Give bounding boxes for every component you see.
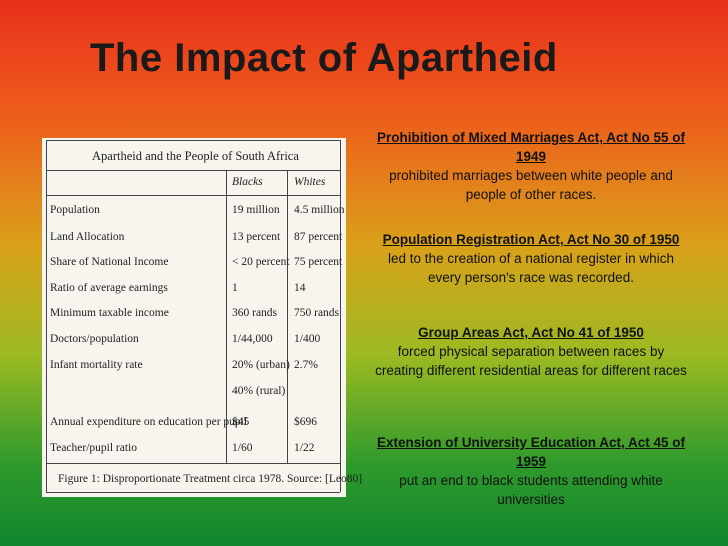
row-label: Share of National Income [50, 256, 169, 268]
row-label: Land Allocation [50, 231, 125, 243]
cell-whites: 1/22 [294, 442, 315, 454]
table-caption: Figure 1: Disproportionate Treatment cir… [58, 473, 363, 485]
row-label: Infant mortality rate [50, 359, 143, 371]
table-border [287, 170, 288, 463]
slide-title: The Impact of Apartheid [90, 36, 558, 80]
act-text: led to the creation of a national regist… [388, 251, 674, 285]
act-block: Extension of University Education Act, A… [372, 433, 690, 509]
column-header: Whites [294, 176, 326, 188]
column-header: Blacks [232, 176, 263, 188]
act-heading: Extension of University Education Act, A… [376, 435, 686, 469]
cell-whites: 75 percent [294, 256, 343, 268]
act-heading: Group Areas Act, Act No 41 of 1950 [418, 325, 644, 340]
table-border [46, 170, 340, 171]
cell-whites: $696 [294, 416, 317, 428]
table-border [46, 463, 340, 464]
cell-blacks: 360 rands [232, 307, 278, 319]
cell-blacks: 1/60 [232, 442, 253, 454]
table-border [46, 140, 340, 141]
act-heading: Prohibition of Mixed Marriages Act, Act … [376, 130, 686, 164]
cell-whites: 750 rands [294, 307, 340, 319]
cell-blacks: $45 [232, 416, 250, 428]
cell-blacks: 1/44,000 [232, 333, 273, 345]
act-text: put an end to black students attending w… [399, 473, 663, 507]
table-border [340, 140, 341, 492]
cell-whites: 2.7% [294, 359, 318, 371]
cell-blacks: < 20 percent [232, 256, 290, 268]
table-border [46, 195, 340, 196]
cell-blacks: 40% (rural) [232, 385, 286, 397]
table-image: Apartheid and the People of South Africa… [42, 138, 362, 497]
table-title: Apartheid and the People of South Africa [92, 149, 299, 163]
cell-blacks: 19 million [232, 204, 280, 216]
row-label: Minimum taxable income [50, 307, 169, 319]
act-block: Population Registration Act, Act No 30 o… [372, 230, 690, 287]
row-label: Teacher/pupil ratio [50, 442, 138, 454]
act-text: prohibited marriages between white peopl… [389, 168, 673, 202]
cell-whites: 1/400 [294, 333, 321, 345]
table-border [226, 170, 227, 463]
cell-blacks: 20% (urban) [232, 359, 290, 371]
cell-whites: 14 [294, 282, 306, 294]
row-label: Population [50, 204, 100, 216]
act-block: Prohibition of Mixed Marriages Act, Act … [372, 128, 690, 204]
table-border [46, 140, 47, 492]
cell-blacks: 13 percent [232, 231, 281, 243]
table-border [46, 492, 340, 493]
row-label: Ratio of average earnings [50, 282, 168, 294]
cell-blacks: 1 [232, 282, 238, 294]
row-label: Annual expenditure on education per pupi… [50, 416, 248, 428]
row-label: Doctors/population [50, 333, 139, 345]
act-heading: Population Registration Act, Act No 30 o… [382, 232, 680, 247]
act-text: forced physical separation between races… [375, 344, 687, 378]
cell-whites: 4.5 million [294, 204, 345, 216]
cell-whites: 87 percent [294, 231, 343, 243]
act-block: Group Areas Act, Act No 41 of 1950 forced… [372, 323, 690, 380]
